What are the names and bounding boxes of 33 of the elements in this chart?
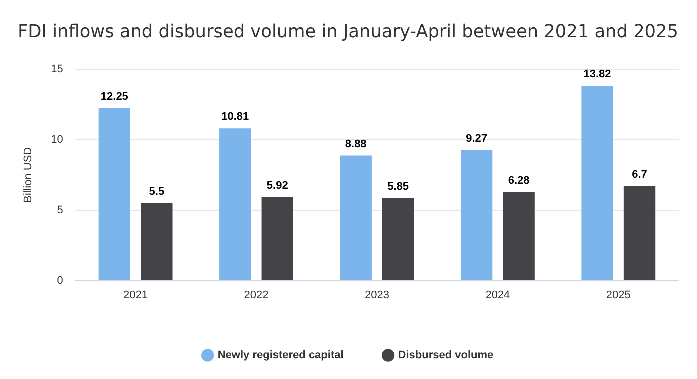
bar [262,197,294,280]
y-tick-label: 10 [51,134,64,146]
data-label: 8.88 [345,138,367,150]
data-label: 6.28 [508,174,530,187]
x-tick-label: 2021 [124,289,148,302]
x-tick-label: 2024 [486,289,510,302]
legend-label: Newly registered capital [218,350,344,362]
y-tick-label: 5 [57,204,64,216]
y-tick-label: 0 [57,274,64,287]
bar [340,156,372,280]
y-tick-label: 15 [51,64,64,76]
bar [503,192,535,280]
bar [141,203,173,280]
x-tick-label: 2022 [244,289,269,302]
data-label: 13.82 [584,68,612,81]
data-label: 10.81 [222,111,250,124]
bar [582,86,614,280]
bar [460,150,493,280]
data-label: 9.27 [466,132,488,145]
x-tick-label: 2023 [364,289,390,302]
bar [624,186,656,280]
data-label: 5.92 [266,180,288,192]
x-tick-label: 2025 [606,289,631,302]
bar [382,198,414,280]
data-label: 6.7 [632,168,648,181]
bar [98,108,131,280]
data-label: 5.5 [149,186,165,198]
bar [220,128,252,280]
legend-label: Disbursed volume [398,350,494,362]
chart-title: FDI inflows and disbursed volume in January-April between 2021 and 2025 [18,21,679,43]
data-label: 12.25 [100,90,128,103]
y-axis-title: Billion USD [22,147,35,204]
data-label: 5.85 [388,180,410,193]
